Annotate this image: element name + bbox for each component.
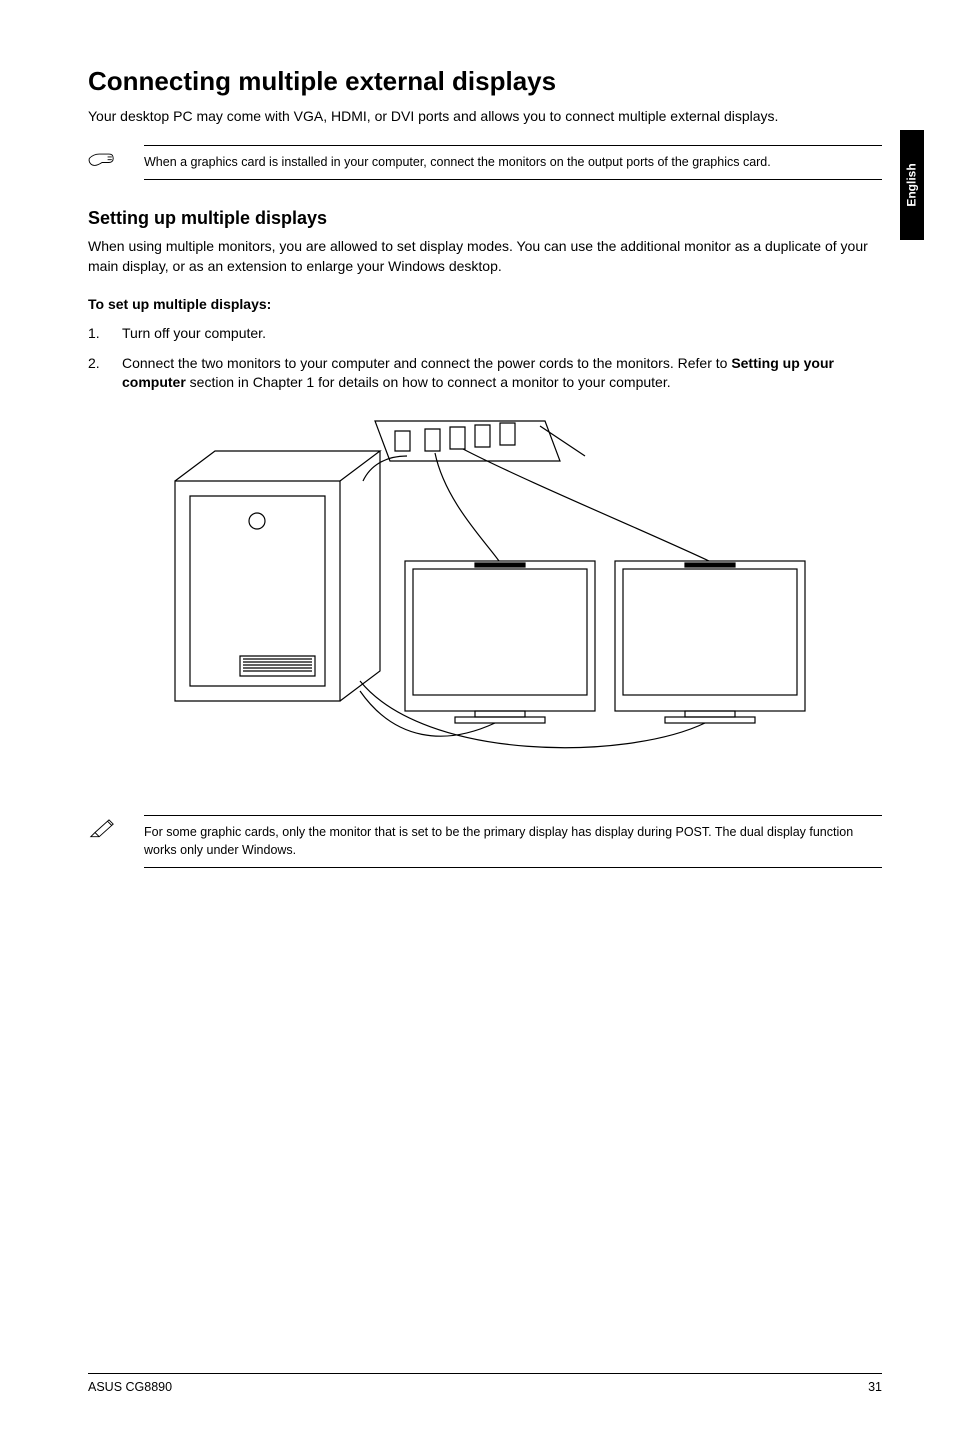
step-number: 2. (88, 354, 122, 393)
footer-product: ASUS CG8890 (88, 1380, 172, 1394)
pencil-icon (88, 815, 126, 846)
footer-page-number: 31 (868, 1380, 882, 1394)
page-content: Connecting multiple external displays Yo… (0, 0, 954, 1438)
note-box-1: When a graphics card is installed in you… (88, 145, 882, 181)
note-box-2: For some graphic cards, only the monitor… (88, 815, 882, 868)
note-text-wrap-2: For some graphic cards, only the monitor… (144, 815, 882, 868)
note-text-2: For some graphic cards, only the monitor… (144, 824, 882, 859)
section-body: When using multiple monitors, you are al… (88, 237, 882, 276)
step-text: Connect the two monitors to your compute… (122, 354, 882, 393)
page-title: Connecting multiple external displays (88, 66, 882, 97)
section-heading: Setting up multiple displays (88, 208, 882, 229)
list-title: To set up multiple displays: (88, 296, 882, 312)
intro-paragraph: Your desktop PC may come with VGA, HDMI,… (88, 107, 882, 127)
step-item: 1. Turn off your computer. (88, 324, 882, 344)
note-text-wrap-1: When a graphics card is installed in you… (144, 145, 882, 181)
step-number: 1. (88, 324, 122, 344)
hand-pointing-icon (88, 145, 126, 176)
step-text: Turn off your computer. (122, 324, 882, 344)
note-text-1: When a graphics card is installed in you… (144, 154, 882, 172)
step-item: 2. Connect the two monitors to your comp… (88, 354, 882, 393)
connection-diagram (88, 411, 882, 791)
steps-list: 1. Turn off your computer. 2. Connect th… (88, 324, 882, 393)
page-footer: ASUS CG8890 31 (88, 1373, 882, 1394)
